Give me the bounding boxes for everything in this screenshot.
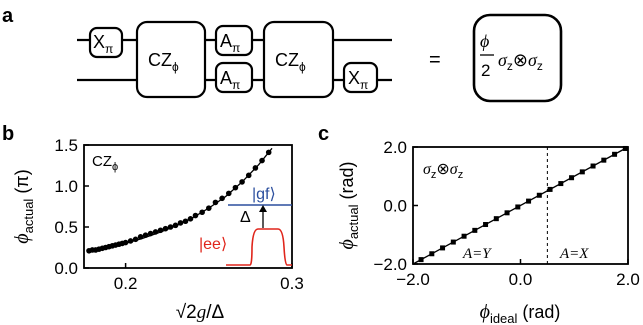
data-point [504,210,510,216]
y-axis-label: ϕactual (rad) [336,161,361,249]
circuit-diagram [77,13,563,103]
gate-cz1: CZϕ [148,50,179,74]
data-point [187,216,194,222]
fraction-numerator: ϕ [480,31,489,51]
data-point [526,198,532,204]
panel-label-b: b [2,123,14,145]
sigma-z-otimes-sigma-z: σz⊗σz [498,50,543,73]
data-point [558,181,564,187]
gf-state-label: |gf⟩ [252,186,276,203]
data-point [122,239,129,246]
gate-a-top-box [214,24,254,57]
data-point [429,251,435,257]
inset-label-cz: CZϕ [92,153,118,173]
data-point [167,224,174,230]
y-tick-label: 0.5 [54,218,78,237]
x-tick-label: 0.3 [280,274,304,293]
data-point [569,175,575,181]
ee-state-label: |ee⟩ [199,236,227,253]
x-tick-label: 0.0 [509,270,533,289]
data-point [162,225,169,232]
gate-cz2: CZϕ [275,50,306,74]
data-point [472,227,478,233]
data-point [225,190,232,197]
x-tick-label: 2.0 [616,270,640,289]
data-point [177,220,184,226]
plot-frame [83,144,293,269]
data-point [147,230,154,237]
data-point [206,205,212,211]
y-axis-label: ϕactual (π) [11,169,36,243]
gate-x-bottom: Xπ [348,68,368,92]
data-point [418,257,424,263]
data-point [590,163,596,169]
x-tick-label: 0.2 [114,274,138,293]
data-point [212,199,219,206]
panel-label-c: c [318,123,329,145]
y-tick-label: 0.0 [54,259,78,278]
y-tick-label: 2.0 [383,138,407,157]
data-point [232,184,239,191]
data-point [440,245,446,251]
data-point [515,204,521,210]
data-point [182,218,189,225]
x-axis-label: √2g/Δ [176,302,225,323]
data-point [219,195,225,202]
gate-cz1-box [135,20,207,99]
data-point [612,151,618,157]
x-tick-label: −2.0 [396,270,430,289]
data-point [127,238,134,244]
gate-x-bottom-box [342,61,379,94]
equivalent-operator: ϕ 2 σz⊗σz [480,31,543,80]
y-tick-label: 0.0 [383,197,407,216]
data-point [172,222,179,229]
delta-arrowhead [259,205,267,212]
data-point [142,232,149,238]
ee-level-curve [226,228,292,266]
data-point [157,227,164,234]
data-point [265,149,272,156]
data-point [450,239,456,245]
data-point [622,145,628,151]
data-point [199,209,205,216]
gate-x-top: Xπ [93,32,113,56]
data-point [493,216,499,222]
data-point [579,169,585,175]
data-point [137,234,144,240]
x-axis-label: ϕideal (rad) [480,301,561,325]
data-point [601,157,607,163]
data-point [152,229,159,235]
chart-b: 0.0 0.5 1.0 1.5 0.2 0.3 ϕactual (π) √2g/Δ CZϕ |gf… [11,136,304,323]
data-point [483,222,489,228]
y-tick-label: 1.0 [54,177,78,196]
chart-c: −2.0 0.0 2.0 −2.0 0.0 2.0 ϕactual (rad) A=Y A=X σ… [336,138,640,325]
gate-x-top-box [88,26,124,59]
gate-cz2-box [262,20,335,99]
y-tick-label: 1.5 [54,136,78,155]
data-point [245,172,252,179]
data-point [259,157,265,164]
y-tick-label: −2.0 [373,255,407,274]
data-point [239,179,245,185]
equivalent-box [472,13,563,103]
data-point [252,165,259,171]
delta-label: Δ [240,209,251,226]
equals-sign: = [429,49,441,71]
data-point [132,236,139,243]
data-point [547,186,553,192]
fraction-denominator: 2 [481,61,490,80]
gate-a-bottom: Aπ [220,68,240,92]
inset-label-sigma: σz⊗σz [423,161,463,181]
region-label-a-x: A=X [559,246,589,262]
gate-a-bottom-box [214,61,254,94]
gate-a-top: Aπ [220,31,240,55]
data-point [192,212,199,219]
panel-label-a: a [2,5,14,27]
data-point [461,233,467,239]
data-point [536,192,542,198]
region-label-a-y: A=Y [462,246,492,262]
